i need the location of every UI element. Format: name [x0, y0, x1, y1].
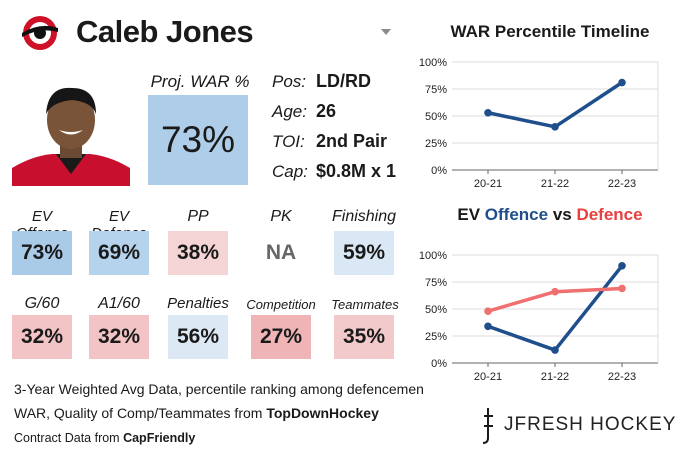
stat-value-a160: 32%	[89, 315, 149, 359]
info-value-cap: $0.8M x 1	[316, 161, 397, 181]
stat-value-penalties: 56%	[168, 315, 228, 359]
footer-line-3-text: Contract Data from	[14, 431, 124, 445]
ev-chart-x-tick-label: 22-23	[608, 371, 636, 383]
team-logo	[18, 14, 64, 52]
stat-value-pk: NA	[251, 231, 311, 275]
ev-chart-point-offence	[618, 262, 626, 270]
war-percentile-chart: 0% 25% 50% 75% 100% 20-21 21-22 22-23	[419, 57, 659, 190]
stat-value-ev-offence: 73%	[12, 231, 72, 275]
chart-2-title-part-1: EV	[457, 205, 485, 224]
ev-chart-x-tick-label: 20-21	[474, 371, 502, 383]
footer-line-2: WAR, Quality of Comp/Teammates from TopD…	[14, 405, 379, 421]
stat-value-teammates: 35%	[334, 315, 394, 359]
proj-war-value: 73%	[148, 95, 248, 185]
info-value-toi: 2nd Pair	[316, 131, 388, 151]
ev-chart-y-tick-label: 100%	[419, 250, 447, 262]
war-chart-y-tick-label: 0%	[431, 165, 447, 177]
footer-source-war: TopDownHockey	[266, 405, 379, 421]
stat-value-finishing: 59%	[334, 231, 394, 275]
stat-label-pp: PP	[187, 208, 209, 225]
stat-label-finishing: Finishing	[331, 208, 397, 225]
war-chart-y-tick-label: 25%	[425, 138, 447, 150]
war-chart-y-tick-label: 100%	[419, 57, 447, 69]
footer-line-1: 3-Year Weighted Avg Data, percentile ran…	[14, 381, 424, 397]
info-label-cap: Cap:	[272, 162, 308, 181]
war-chart-point-war	[551, 123, 559, 131]
info-value-pos: LD/RD	[316, 71, 371, 91]
stat-label-penalties: Penalties	[167, 295, 229, 312]
war-chart-y-tick-label: 75%	[425, 84, 447, 96]
war-chart-x-tick-label: 21-22	[541, 178, 569, 190]
chart-2-title-part-3: vs	[548, 205, 577, 224]
war-chart-x-tick-label: 22-23	[608, 178, 636, 190]
ev-chart-point-defence	[618, 284, 626, 293]
ev-chart-point-defence	[551, 287, 559, 296]
war-chart-point-war	[618, 78, 626, 87]
info-value-age: 26	[316, 101, 337, 121]
chart-2-title: EV Offence vs Defence	[420, 205, 680, 225]
stat-label-teammates: Teammates	[331, 297, 399, 312]
player-headshot	[12, 76, 130, 186]
ev-chart-y-tick-label: 75%	[425, 277, 447, 289]
info-label-age: Age:	[272, 102, 307, 121]
ev-chart-series-line-offence	[487, 264, 624, 352]
player-select-chevron-down-icon[interactable]	[381, 29, 391, 35]
chart-1-title: WAR Percentile Timeline	[450, 22, 650, 41]
ev-chart-x-tick-label: 21-22	[541, 371, 569, 383]
ev-chart-point-offence	[551, 346, 559, 354]
stat-label-a160: A1/60	[98, 295, 140, 312]
war-chart-point-war	[484, 108, 492, 117]
footer-source-contract: CapFriendly	[123, 431, 196, 445]
war-chart-y-tick-label: 50%	[425, 111, 447, 123]
chart-2-title-offence: Offence	[484, 205, 549, 224]
proj-war-label: Proj. WAR %	[150, 72, 250, 91]
stat-value-ev-defence: 69%	[89, 231, 149, 275]
brand-name: JFRESH HOCKEY	[504, 414, 677, 435]
chart-2-title-defence: Defence	[576, 205, 643, 224]
brand-logo-icon	[480, 408, 496, 444]
info-label-toi: TOI:	[272, 132, 305, 151]
stat-value-g60: 32%	[12, 315, 72, 359]
info-label-pos: Pos:	[272, 72, 307, 91]
ev-chart-y-tick-label: 25%	[425, 331, 447, 343]
stat-value-competition: 27%	[251, 315, 311, 359]
ev-offence-defence-chart: 0% 25% 50% 75% 100% 20-21 21-22 22-23	[419, 250, 659, 383]
ev-chart-point-defence	[484, 307, 492, 315]
footer-line-2-text: WAR, Quality of Comp/Teammates from	[14, 405, 267, 421]
player-name: Caleb Jones	[76, 14, 254, 49]
stat-label-competition: Competition	[246, 297, 316, 312]
footer-line-3: Contract Data from CapFriendly	[14, 431, 195, 445]
stat-value-pp: 38%	[168, 231, 228, 275]
stat-label-g60: G/60	[24, 295, 60, 312]
ev-chart-y-tick-label: 50%	[425, 304, 447, 316]
ev-chart-point-offence	[484, 322, 492, 331]
war-chart-x-tick-label: 20-21	[474, 178, 502, 190]
ev-chart-y-tick-label: 0%	[431, 358, 447, 370]
stat-label-pk: PK	[270, 208, 292, 225]
